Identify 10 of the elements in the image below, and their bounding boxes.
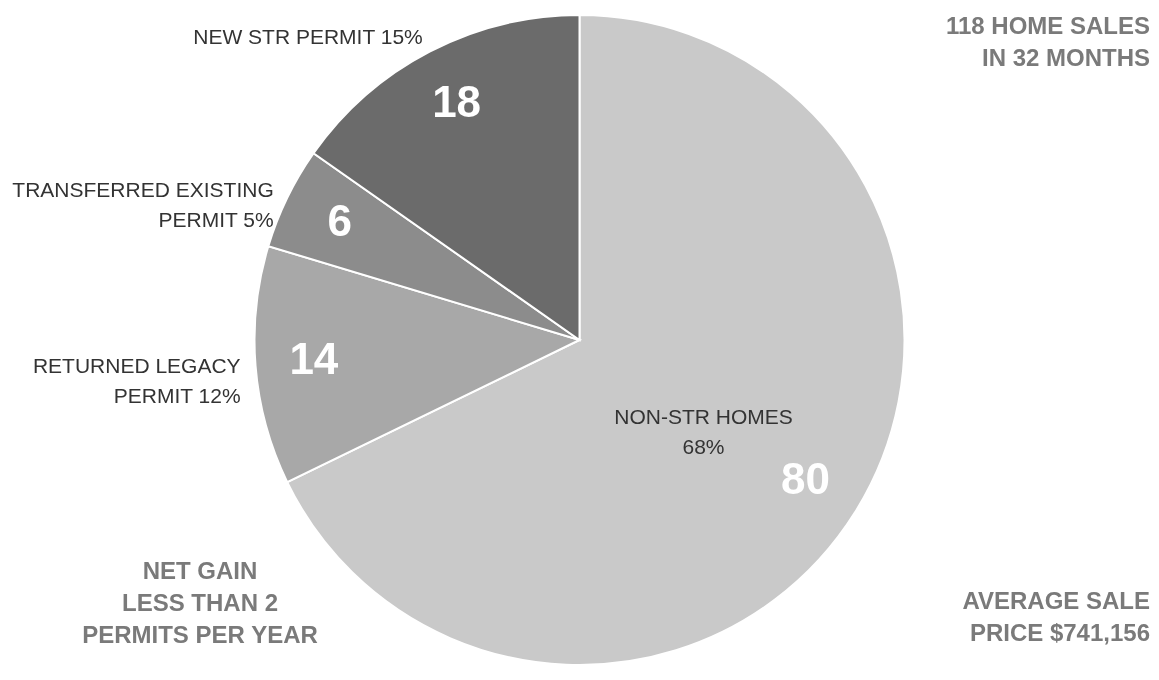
data-label: 6: [327, 196, 353, 246]
data-label: 14: [289, 334, 339, 384]
text: AVERAGE SALE PRICE $741,156: [962, 587, 1150, 646]
text: 118 HOME SALES IN 32 MONTHS: [945, 12, 1150, 71]
slice-label: NEW STR PERMIT 15%: [193, 25, 423, 49]
slice-label: RETURNED LEGACY PERMIT 12%: [32, 354, 241, 408]
text: NET GAIN LESS THAN 2 PERMITS PER YEAR: [82, 557, 318, 648]
slice-label: TRANSFERRED EXISTING PERMIT 5%: [12, 178, 274, 232]
slice-label: NON-STR HOMES 68%: [614, 404, 793, 458]
data-label: 18: [432, 76, 482, 126]
